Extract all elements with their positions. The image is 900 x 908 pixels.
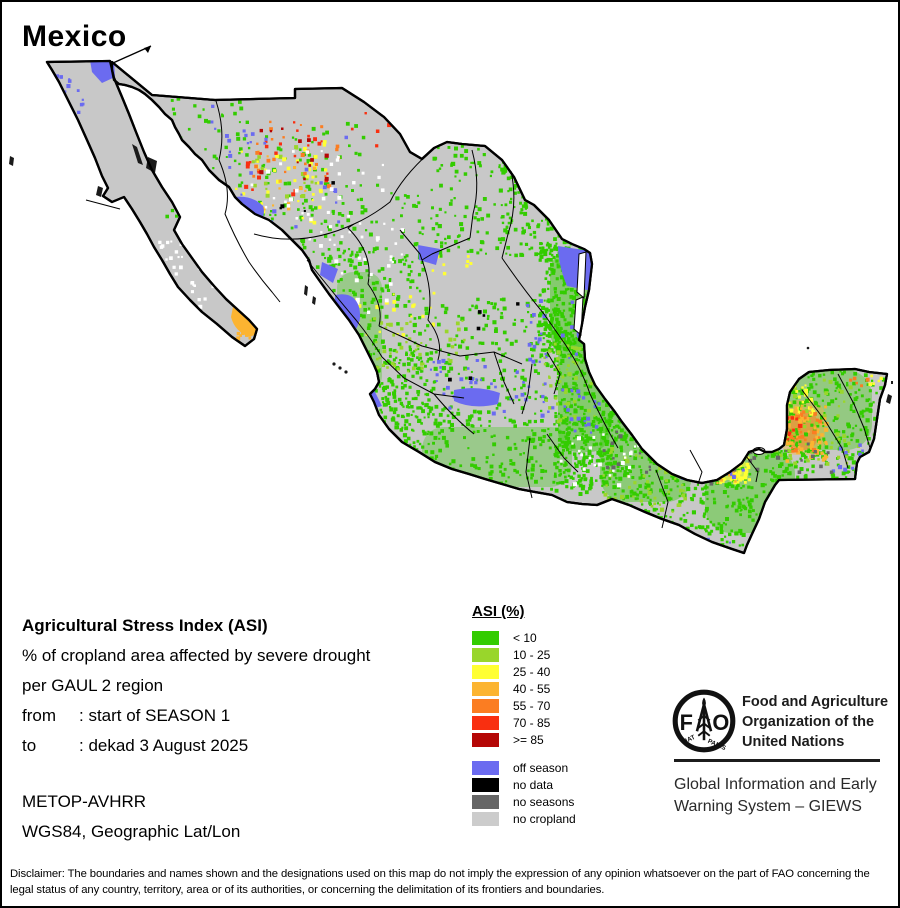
- sinaloa-islet: [304, 285, 308, 296]
- legend-label: 10 - 25: [513, 647, 551, 662]
- speckle-zone-asi6: [244, 121, 329, 197]
- giews-line: Global Information and Early: [674, 776, 877, 793]
- legend-label: no cropland: [513, 811, 576, 826]
- giews-line: Warning System – GIEWS: [674, 798, 862, 815]
- fao-org-line: United Nations: [742, 734, 845, 750]
- legend-row: 10 - 25: [472, 646, 550, 663]
- asi-subtitle-line2: per GAUL 2 region: [22, 676, 164, 695]
- to-label: to: [22, 736, 37, 755]
- fao-org-line: Organization of the: [742, 714, 875, 730]
- tres-marias-island: [338, 366, 342, 370]
- asi-region-off: [454, 388, 500, 407]
- period-from-row: from : start of SEASON 1: [22, 706, 230, 726]
- speckle-zone-asi5: [788, 410, 823, 454]
- legend-swatch: [472, 715, 499, 730]
- coastline-outline: [45, 45, 889, 555]
- giews-name: Global Information and Early Warning Sys…: [674, 774, 877, 818]
- disclaimer-text: Disclaimer: The boundaries and names sho…: [10, 868, 870, 896]
- admin-boundaries: [85, 100, 871, 529]
- speckle-zone-nodata: [448, 302, 520, 382]
- legend-swatch: [472, 777, 499, 792]
- legend-label: 25 - 40: [513, 664, 551, 679]
- legend-swatch: [472, 698, 499, 713]
- legend-row: < 10: [472, 629, 550, 646]
- speckle-zone-asi5: [849, 376, 870, 388]
- fao-separator-rule: [674, 759, 880, 762]
- from-value: : start of SEASON 1: [79, 706, 231, 725]
- speckle-zone-off: [561, 388, 601, 434]
- legend-label: < 10: [513, 630, 537, 645]
- legend-swatch: [472, 760, 499, 775]
- legend-row: 55 - 70: [472, 697, 550, 714]
- speckle-zone-off: [210, 104, 255, 169]
- guadalupe-island: [9, 156, 14, 166]
- page-title: Mexico: [22, 20, 127, 53]
- legend-asi-classes: < 10 10 - 25 25 - 40 40 - 55 55 - 70 70 - 85 >…: [472, 629, 550, 748]
- sinaloa-islet: [312, 296, 316, 305]
- period-to-row: to : dekad 3 August 2025: [22, 736, 248, 756]
- isla-mujeres: [891, 381, 893, 384]
- legend-row: >= 85: [472, 731, 550, 748]
- asi-region-off: [418, 245, 440, 265]
- legend-label: no seasons: [513, 794, 575, 809]
- legend-swatch: [472, 681, 499, 696]
- legend-swatch: [472, 630, 499, 645]
- legend-title: ASI (%): [472, 603, 525, 620]
- speckle-zone-asi3: [234, 140, 328, 225]
- legend-label: 55 - 70: [513, 698, 551, 713]
- legend-row: no cropland: [472, 810, 576, 827]
- projection-label: WGS84, Geographic Lat/Lon: [22, 822, 241, 841]
- legend-swatch: [472, 794, 499, 809]
- fao-logo-letter-f: F: [680, 710, 693, 735]
- fao-org-line: Food and Agriculture: [742, 694, 889, 710]
- speckle-zone-gap: [559, 433, 642, 488]
- alacranes-reef: [806, 346, 810, 350]
- angel-guarda-island: [132, 144, 143, 165]
- legend-row: off season: [472, 759, 576, 776]
- tres-marias-island: [332, 362, 336, 366]
- legend-row: no data: [472, 776, 576, 793]
- cedros-island: [96, 186, 103, 197]
- islands: [9, 144, 893, 404]
- legend-label: 70 - 85: [513, 715, 551, 730]
- legend-swatch: [472, 732, 499, 747]
- speckle-zone-asi5: [252, 120, 332, 189]
- asi-heading: Agricultural Stress Index (ASI): [22, 616, 268, 635]
- tres-marias-island: [344, 370, 348, 374]
- to-value: : dekad 3 August 2025: [79, 736, 249, 755]
- fao-logo: F O FIAT PANIS: [672, 689, 736, 753]
- legend-swatch: [472, 647, 499, 662]
- speckle-zone-asi2: [251, 145, 318, 199]
- fao-organization-name: Food and Agriculture Organization of the…: [742, 692, 888, 752]
- legend-extra-classes: off season no data no seasons no cropland: [472, 759, 576, 827]
- asi-region-off: [558, 246, 596, 291]
- asi-region-off: [692, 425, 725, 455]
- asi-region-off: [320, 262, 338, 283]
- speckle-zone-asi7: [259, 127, 329, 181]
- fao-logo-letter-o: O: [712, 710, 729, 735]
- speckle-zone-asi1: [302, 182, 425, 274]
- legend-row: 25 - 40: [472, 663, 550, 680]
- cozumel-island: [886, 394, 892, 404]
- legend-row: 40 - 55: [472, 680, 550, 697]
- from-label: from: [22, 706, 56, 725]
- legend-swatch: [472, 664, 499, 679]
- legend-label: >= 85: [513, 732, 544, 747]
- legend-swatch: [472, 811, 499, 826]
- sensor-label: METOP-AVHRR: [22, 792, 147, 811]
- asi-region-off: [90, 61, 115, 83]
- legend-row: 70 - 85: [472, 714, 550, 731]
- legend-label: no data: [513, 777, 554, 792]
- asi-subtitle-line1: % of cropland area affected by severe dr…: [22, 646, 371, 665]
- legend-row: no seasons: [472, 793, 576, 810]
- wheat-ear-icon: [695, 697, 713, 741]
- legend-label: off season: [513, 760, 569, 775]
- legend-label: 40 - 55: [513, 681, 551, 696]
- asi-region-off: [702, 547, 718, 553]
- border-leader-arrowhead: [144, 46, 151, 53]
